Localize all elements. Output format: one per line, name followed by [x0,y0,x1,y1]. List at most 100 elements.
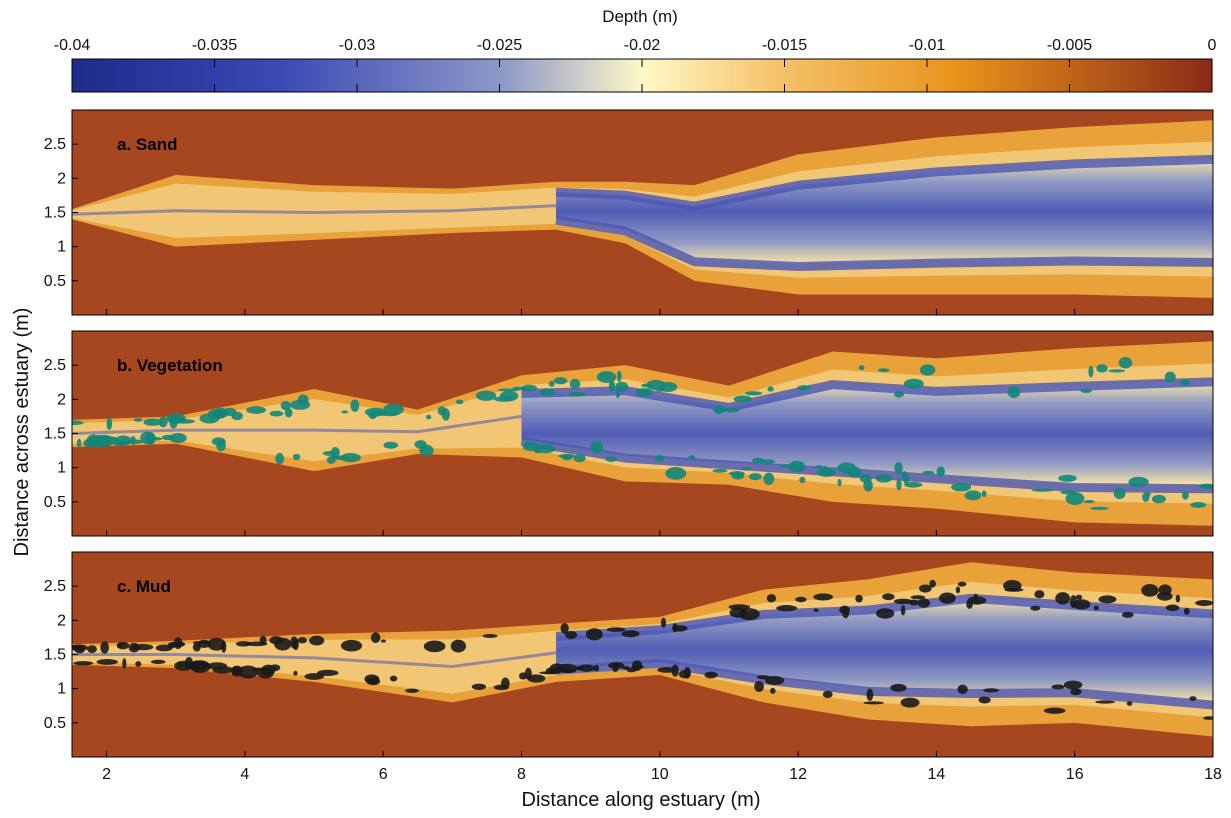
vegetation-patch [608,380,616,392]
vegetation-patch [350,399,360,412]
secondary-channel [555,154,1213,211]
vegetation-patch [419,444,434,456]
vegetation-patch [275,452,285,465]
panel-vegetation: b. Vegetation 0.5 1 1.5 2 2.5 [44,330,1214,537]
x-tick-label: 6 [379,766,388,783]
vegetation-patch [246,406,267,414]
mud-patch [576,666,582,671]
mud-patch [116,641,130,650]
upstream-channel [72,414,522,435]
vegetation-patch [1108,369,1126,373]
vegetation-patch [199,413,220,424]
vegetation-patch [568,391,586,397]
vegetation-patch [169,433,187,443]
vegetation-patch [1065,492,1085,505]
mud-patch [297,637,308,644]
mud-patch [1070,688,1082,696]
y-tick-label: 1.5 [44,205,66,222]
vegetation-patch [616,370,622,382]
vegetation-patch [1182,490,1189,500]
mud-patch [795,596,807,603]
colorbar-tick-label: -0.015 [762,37,807,54]
vegetation-patch [292,453,301,461]
mud-patch [1126,701,1133,706]
depth-map [72,552,1213,757]
y-tick-label: 0.5 [44,715,66,732]
mud-patch [957,684,968,694]
mud-patch [678,670,691,679]
vegetation-patch [297,394,309,406]
mud-patch [237,665,259,679]
vegetation-patch [114,435,132,446]
mud-patch [366,677,381,686]
vegetation-patch [383,441,399,449]
vegetation-patch [455,399,464,405]
vegetation-patch [816,467,836,477]
mud-patch [178,661,183,667]
mud-patch [527,674,546,683]
mud-patch [231,666,240,676]
x-tick-label: 2 [102,766,111,783]
mud-patch [957,581,967,587]
colorbar-ticks [71,59,1213,92]
vegetation-patch [126,439,144,444]
mud-patch [192,642,201,652]
mud-patch [309,635,325,646]
mud-patch [565,630,578,640]
mud-patch [875,608,895,619]
vegetation-patch [143,418,163,426]
vegetation-patch [788,460,806,473]
vegetation-patch [1118,357,1133,369]
mud-patch [235,641,252,647]
vegetation-patch [269,410,284,417]
vegetation-patch [1128,476,1149,488]
vegetation-patch [894,391,904,398]
x-tick-label: 14 [927,766,945,783]
mud-patch [207,637,226,651]
vegetation-patch [1007,386,1021,399]
vegetation-patch [493,396,514,402]
vegetation-patch [535,444,556,454]
mud-patch [1043,707,1066,714]
vegetation-patch [140,431,156,445]
colorbar-tick-label: 0 [1208,37,1217,54]
vegetation-patch [1088,365,1094,378]
vegetation-patch [815,464,823,469]
mud-patch [842,607,850,619]
x-tick-label: 8 [517,766,526,783]
colorbar-tick-label: -0.025 [477,37,522,54]
vegetation-patch [573,454,586,463]
panel-label: c. Mud [117,577,171,596]
mud-patch [100,641,110,654]
panel-label: a. Sand [117,135,177,154]
mud-patch [900,605,906,616]
mud-patch [128,642,140,653]
mud-patch [423,640,446,653]
mud-patch [621,630,640,638]
vegetation-patch [901,471,908,479]
vegetation-patch [340,452,361,463]
mud-patch [96,659,119,665]
vegetation-patch [877,368,890,373]
mud-patch [910,595,926,600]
vegetation-patch [1151,494,1166,504]
y-tick-label: 1.5 [44,426,66,443]
vegetation-patch [615,381,629,392]
vegetation-patch [524,441,530,448]
colorbar-tick-label: -0.04 [54,37,91,54]
main-channel [556,159,1213,264]
vegetation-patch [497,388,520,392]
vegetation-patch [858,365,865,371]
mud-patch [671,664,679,677]
vegetation-patch [713,405,725,414]
mud-patch [304,673,325,680]
vegetation-patch [341,410,349,414]
mud-patch [1141,583,1159,597]
mud-patch [292,638,299,651]
vegetation-patch [615,389,620,399]
mud-patch [822,690,833,699]
vegetation-patch [635,388,653,397]
x-axis-title: Distance along estuary (m) [522,789,761,811]
mud-patch [622,665,630,670]
vegetation-patch [158,416,168,428]
